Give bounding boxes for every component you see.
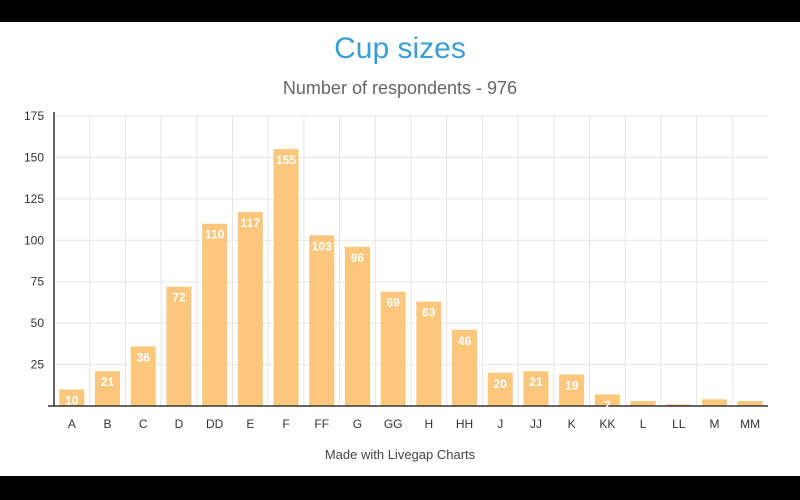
x-tick-label: F — [282, 417, 289, 431]
bar-c[interactable] — [130, 346, 156, 406]
data-label: 110 — [205, 228, 225, 242]
x-tick-label: M — [709, 417, 719, 431]
bar-chart: 25 50 75 100 125 150 175 10 A 21 B 36 C 72 D 110 DD 117 E 1… — [24, 109, 768, 431]
bar-jj[interactable] — [523, 371, 549, 406]
bar-kk[interactable] — [594, 394, 620, 406]
x-tick-label: A — [68, 417, 76, 431]
x-tick-label: H — [425, 417, 434, 431]
bar-hh[interactable] — [452, 329, 478, 406]
x-tick-label: E — [246, 417, 254, 431]
y-tick-label: 25 — [31, 358, 45, 372]
data-label: 21 — [529, 375, 543, 389]
x-tick-label: G — [353, 417, 362, 431]
x-tick-label: GG — [384, 417, 403, 431]
bar-b[interactable] — [95, 371, 121, 406]
bar-f[interactable] — [273, 149, 299, 406]
data-label: 117 — [241, 216, 261, 230]
data-label: 103 — [312, 239, 332, 253]
data-label: 46 — [458, 334, 472, 348]
data-label: 21 — [101, 375, 115, 389]
chart-subtitle: Number of respondents - 976 — [282, 78, 518, 98]
data-label: 72 — [172, 291, 186, 305]
x-tick-label: HH — [456, 417, 473, 431]
bar-ff[interactable] — [309, 235, 335, 406]
x-tick-label: K — [568, 417, 576, 431]
chart-title: Cup sizes — [334, 32, 466, 65]
x-tick-label: DD — [206, 417, 224, 431]
bar-l[interactable] — [630, 401, 656, 406]
y-tick-label: 125 — [24, 192, 44, 206]
data-label: 7 — [604, 398, 611, 412]
x-tick-label: L — [640, 417, 647, 431]
x-tick-label: C — [139, 417, 148, 431]
chart-frame: Cup sizes Number of respondents - 976 25… — [0, 22, 800, 476]
x-tick-label: B — [104, 417, 112, 431]
bar-h[interactable] — [416, 301, 442, 406]
x-tick-label: KK — [599, 417, 615, 431]
y-tick-label: 150 — [24, 150, 44, 164]
grid-lines — [54, 115, 768, 406]
x-tick-label: LL — [672, 417, 686, 431]
x-tick-label: D — [175, 417, 184, 431]
data-label: 10 — [65, 393, 79, 407]
bar-ll[interactable] — [666, 404, 692, 406]
bar-a[interactable] — [59, 389, 85, 406]
data-label: 19 — [565, 379, 579, 393]
data-label: 63 — [422, 306, 436, 320]
bar-dd[interactable] — [202, 223, 228, 406]
x-tick-label: FF — [314, 417, 329, 431]
bar-k[interactable] — [559, 374, 585, 406]
data-label: 69 — [386, 296, 400, 310]
credit-link[interactable]: Made with Livegap Charts — [324, 447, 476, 462]
data-label: 96 — [351, 251, 365, 265]
y-tick-label: 50 — [31, 316, 45, 330]
bar-gg[interactable] — [380, 291, 406, 406]
bar-d[interactable] — [166, 286, 192, 406]
bar-m[interactable] — [701, 399, 727, 406]
y-tick-label: 100 — [24, 233, 44, 247]
y-tick-label: 75 — [31, 275, 45, 289]
x-tick-label: JJ — [530, 417, 542, 431]
x-tick-label: MM — [740, 417, 760, 431]
bar-g[interactable] — [344, 246, 370, 406]
y-tick-label: 175 — [24, 109, 44, 123]
data-label: 20 — [494, 377, 508, 391]
bar-j[interactable] — [487, 372, 513, 406]
x-tick-label: J — [497, 417, 503, 431]
bar-mm[interactable] — [737, 401, 763, 406]
bars — [59, 149, 763, 406]
labels: 25 50 75 100 125 150 175 10 A 21 B 36 C 72 D 110 DD 117 E 1… — [24, 109, 760, 431]
axes — [48, 112, 768, 407]
data-label: 155 — [276, 153, 296, 167]
bar-e[interactable] — [237, 212, 263, 406]
data-label: 36 — [137, 350, 151, 364]
